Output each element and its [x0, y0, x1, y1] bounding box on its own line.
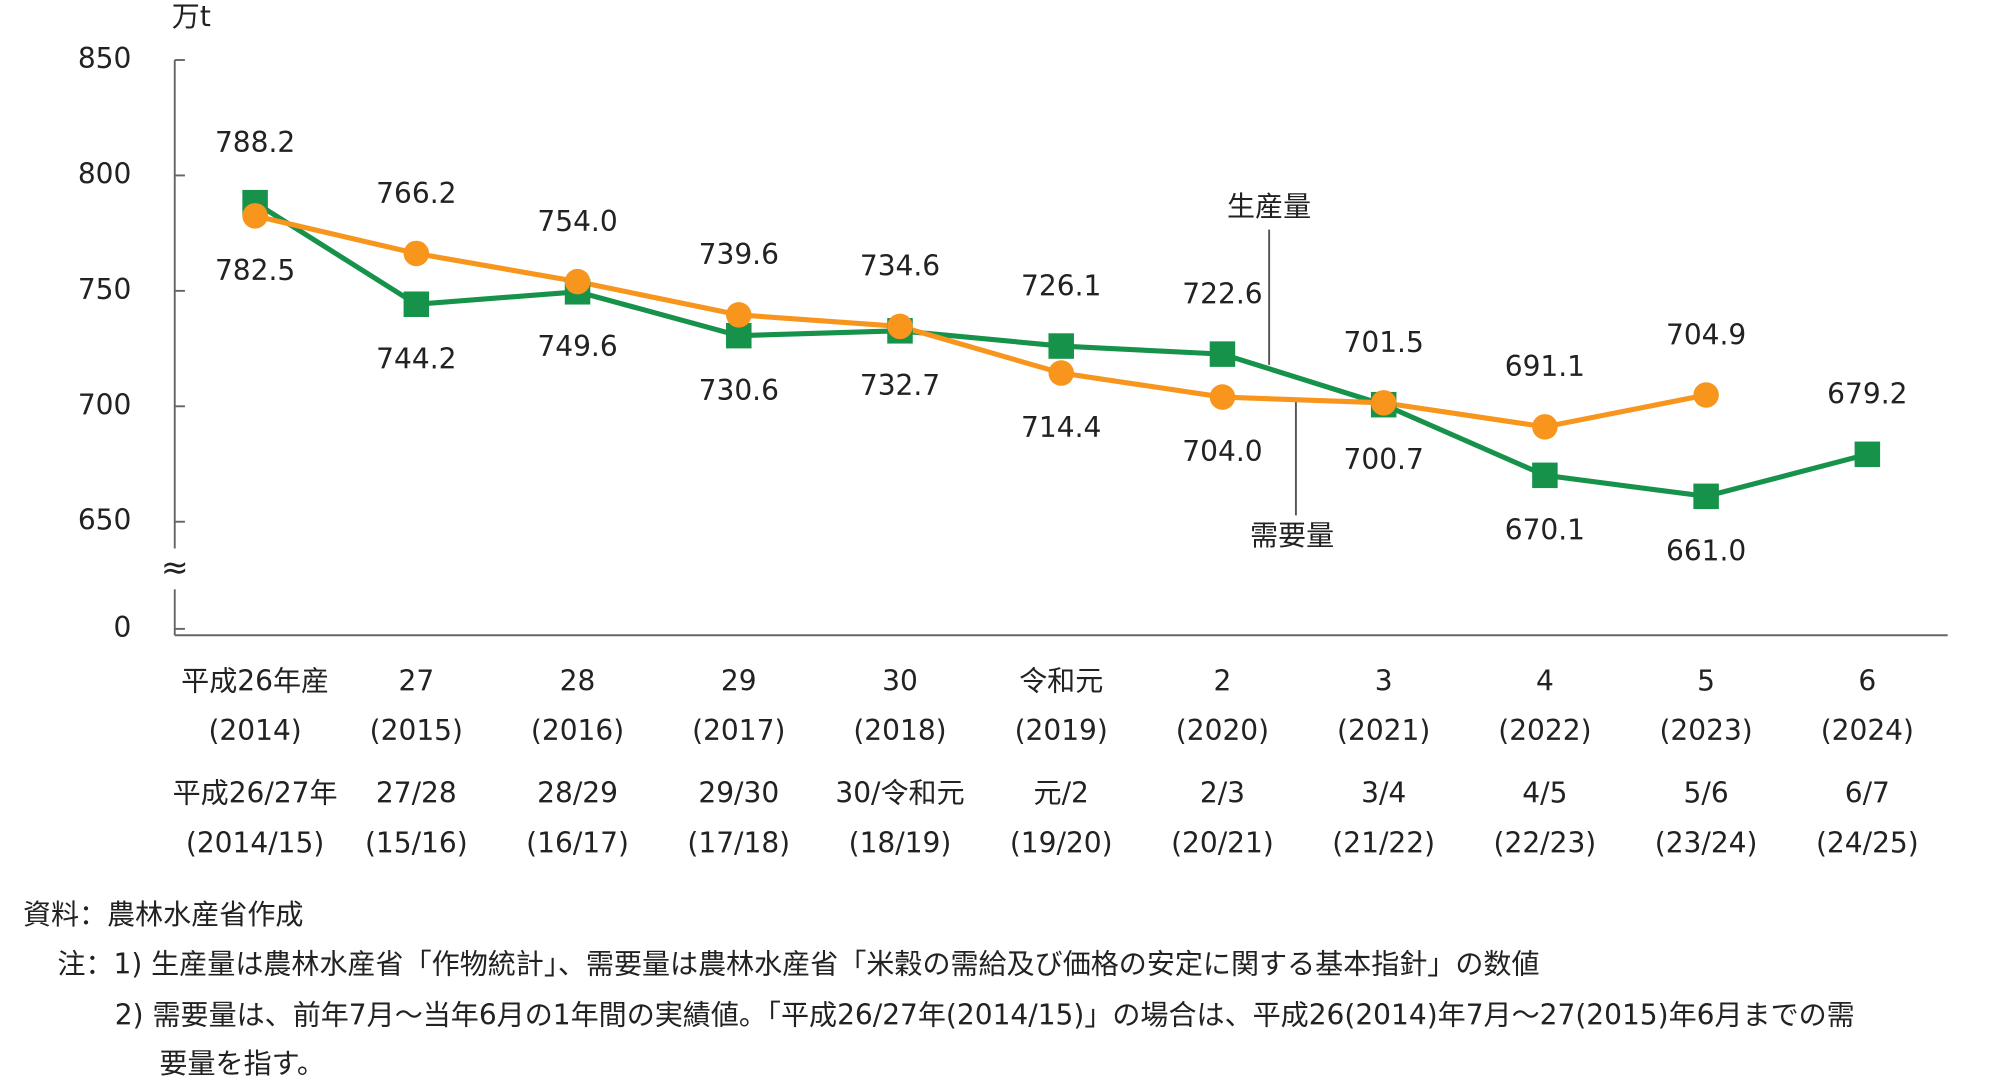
x-tick-label: 平成26/27年: [173, 777, 338, 810]
x-tick-label: 27/28: [376, 777, 457, 810]
x-tick-label: 平成26年産: [181, 664, 329, 697]
x-tick-label: (19/20): [1010, 826, 1113, 859]
marker: [403, 240, 430, 267]
marker: [1854, 441, 1881, 468]
x-tick-label: 28/29: [537, 777, 618, 810]
x-tick-label: 3: [1375, 664, 1393, 697]
x-tick-label: 5/6: [1684, 777, 1729, 810]
data-label: 714.4: [1021, 411, 1101, 444]
data-label: 782.5: [215, 254, 295, 287]
data-label: 788.2: [215, 126, 295, 159]
x-tick-label: 29: [721, 664, 757, 697]
x-tick-label: (2020): [1176, 714, 1269, 747]
marker: [403, 291, 430, 318]
data-label: 726.1: [1021, 269, 1101, 302]
y-tick-label: 750: [78, 273, 132, 306]
data-label: 691.1: [1505, 350, 1585, 383]
x-tick-label: (23/24): [1655, 826, 1758, 859]
x-tick-label: 5: [1697, 664, 1715, 697]
marker: [1209, 341, 1236, 367]
x-tick-label: 2: [1214, 664, 1232, 697]
x-tick-label: (20/21): [1171, 826, 1274, 859]
x-tick-label: (2019): [1015, 714, 1108, 747]
series-annotation: 生産量: [1227, 190, 1311, 223]
x-tick-label: 令和元: [1019, 664, 1103, 697]
y-tick-label: 850: [78, 42, 132, 75]
x-tick-label: (15/16): [365, 826, 468, 859]
data-label: 700.7: [1344, 443, 1424, 476]
x-tick-label: 30/令和元: [835, 777, 964, 810]
x-tick-label: 29/30: [698, 777, 779, 810]
x-tick-label: (18/19): [849, 826, 952, 859]
x-tick-label: 6: [1858, 664, 1876, 697]
marker: [1693, 382, 1719, 408]
marker: [564, 268, 591, 295]
x-tick-label: 3/4: [1361, 777, 1406, 810]
data-label: 722.6: [1182, 277, 1262, 310]
x-tick-label: (2014): [208, 714, 301, 747]
data-label: 732.7: [860, 369, 940, 402]
data-label: 744.2: [376, 342, 456, 375]
x-tick-label: 30: [882, 664, 918, 697]
x-tick-label: (2023): [1659, 714, 1752, 747]
x-tick-label: 28: [560, 664, 596, 697]
x-tick-label: (2015): [370, 714, 463, 747]
data-label: 730.6: [699, 374, 779, 407]
x-tick-label: (2018): [853, 714, 946, 747]
data-label: 754.0: [537, 205, 617, 238]
x-tick-label: (2024): [1821, 714, 1914, 747]
data-label: 749.6: [537, 330, 617, 363]
marker: [1532, 414, 1558, 440]
x-tick-label: 元/2: [1034, 777, 1089, 810]
x-tick-label: 4/5: [1522, 777, 1567, 810]
data-label: 661.0: [1666, 534, 1746, 567]
x-tick-label: (2022): [1498, 714, 1591, 747]
data-label: 704.9: [1666, 318, 1746, 351]
x-tick-label: (2014/15): [186, 826, 324, 859]
x-tick-label: 27: [398, 664, 434, 697]
marker: [1532, 462, 1558, 489]
data-label: 701.5: [1344, 326, 1424, 359]
marker: [242, 203, 268, 229]
axis-break: ≈: [161, 547, 189, 586]
source-note: 資料：農林水産省作成: [23, 898, 303, 931]
marker: [1209, 384, 1236, 410]
x-tick-label: (24/25): [1816, 826, 1919, 859]
x-tick-label: 6/7: [1845, 777, 1890, 810]
x-tick-label: (2016): [531, 714, 624, 747]
series-annotation: 需要量: [1250, 519, 1334, 552]
note: 要量を指す。: [159, 1047, 324, 1080]
data-label: 670.1: [1505, 513, 1585, 546]
x-tick-label: 2/3: [1200, 777, 1245, 810]
note: 2) 需要量は、前年7月～当年6月の1年間の実績値。「平成26/27年(2014…: [115, 999, 1855, 1032]
x-tick-label: (2017): [692, 714, 785, 747]
unit-label: 万t: [172, 0, 211, 33]
data-label: 734.6: [860, 250, 940, 283]
x-tick-label: (22/23): [1494, 826, 1597, 859]
x-tick-label: 4: [1536, 664, 1554, 697]
y-tick-label: 700: [78, 388, 132, 421]
data-label: 766.2: [376, 177, 456, 210]
y-tick-label: 0: [114, 611, 132, 644]
x-tick-label: (16/17): [526, 826, 629, 859]
marker: [1693, 483, 1719, 510]
data-label: 679.2: [1827, 378, 1907, 411]
marker: [1370, 390, 1397, 416]
x-tick-label: (2021): [1337, 714, 1430, 747]
note: 注：1) 生産量は農林水産省「作物統計」、需要量は農林水産省「米穀の需給及び価格…: [57, 948, 1539, 981]
marker: [1048, 360, 1074, 386]
y-tick-label: 800: [78, 157, 132, 190]
x-tick-label: (17/18): [687, 826, 790, 859]
y-tick-label: 650: [78, 504, 132, 537]
marker: [726, 302, 752, 328]
marker: [1048, 333, 1074, 359]
data-label: 739.6: [699, 238, 779, 271]
data-label: 704.0: [1182, 435, 1262, 468]
x-tick-label: (21/22): [1332, 826, 1435, 859]
marker: [887, 313, 913, 340]
series-line: [254, 213, 1707, 430]
